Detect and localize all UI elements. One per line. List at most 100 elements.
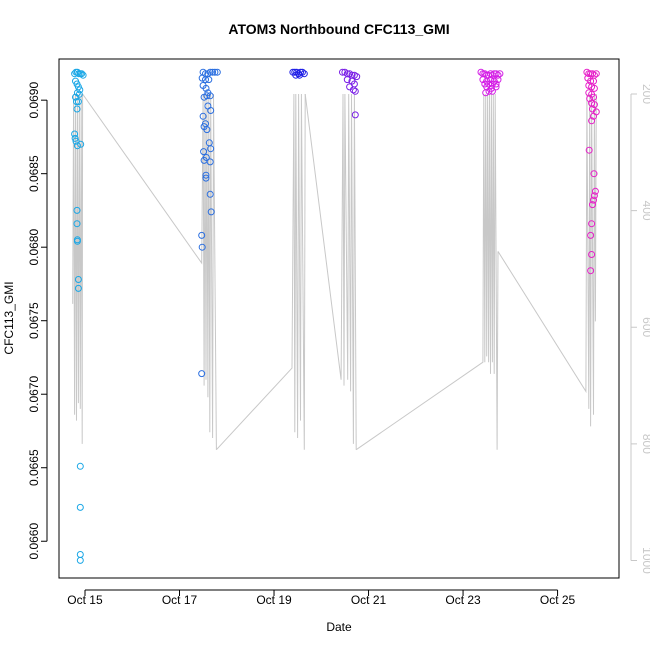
data-point-s2-30 — [202, 174, 210, 182]
data-point-s5-10 — [494, 71, 502, 79]
pressure-line-3 — [216, 93, 306, 451]
right-tick-label-4: 800 — [640, 434, 650, 454]
data-point-s1-24 — [73, 220, 81, 228]
data-point-s1-14 — [74, 98, 82, 106]
data-point-s6-23 — [585, 146, 593, 154]
plot-frame — [58, 58, 620, 579]
data-point-s5-24 — [482, 89, 490, 97]
x-tick-label-4: Oct 21 — [351, 593, 387, 607]
data-point-s4-14 — [351, 111, 359, 119]
data-point-s5-1 — [477, 68, 485, 76]
pressure-lines — [72, 59, 597, 451]
data-point-s2-33 — [198, 231, 206, 239]
data-point-s2-29 — [202, 171, 210, 179]
data-point-s2-10 — [205, 76, 213, 84]
data-point-s6-28 — [589, 201, 596, 209]
data-point-s6-29 — [588, 220, 596, 228]
y-tick-label-1: 0.0660 — [27, 523, 41, 560]
data-point-s1-21 — [73, 142, 81, 150]
data-point-s2-28 — [200, 156, 208, 164]
data-point-s1-32 — [76, 556, 84, 564]
data-point-s6-22 — [588, 117, 596, 125]
y-tick-label-3: 0.0670 — [27, 376, 41, 413]
data-point-s1-19 — [71, 134, 79, 142]
x-tick-label-6: Oct 25 — [540, 593, 576, 607]
data-point-s1-16 — [73, 98, 80, 106]
data-point-s2-8 — [198, 74, 206, 82]
data-point-s1-7 — [79, 71, 87, 79]
data-point-s2-9 — [202, 76, 209, 84]
data-point-s6-30 — [587, 231, 595, 239]
data-point-s4-12 — [349, 86, 357, 94]
y-tick-label-7: 0.0690 — [27, 82, 41, 119]
data-point-s5-12 — [479, 76, 487, 84]
data-point-s6-6 — [592, 70, 600, 78]
right-tick-label-2: 400 — [640, 201, 650, 221]
data-point-s1-22 — [77, 140, 85, 148]
data-point-s1-28 — [74, 284, 82, 292]
data-point-s6-4 — [589, 70, 596, 78]
data-point-s2-25 — [200, 148, 208, 156]
data-point-s1-26 — [73, 237, 81, 245]
data-point-s1-6 — [78, 70, 86, 78]
x-tick-label-1: Oct 15 — [67, 593, 103, 607]
data-point-s2-4 — [206, 68, 214, 76]
data-point-s2-19 — [199, 112, 207, 120]
pressure-line-1 — [72, 93, 84, 444]
data-point-s4-7 — [353, 73, 361, 81]
data-point-s2-6 — [211, 68, 219, 76]
data-point-s5-14 — [487, 76, 494, 84]
data-point-s5-26 — [488, 87, 496, 95]
data-point-s1-23 — [73, 206, 81, 214]
data-point-s1-31 — [76, 551, 84, 558]
data-point-s1-15 — [75, 90, 83, 98]
data-point-s6-15 — [586, 95, 594, 103]
data-point-s3-7 — [300, 70, 308, 78]
data-point-s1-18 — [71, 130, 79, 138]
axes: Oct 15 Oct 17 Oct 19 Oct 21 Oct 23 Oct 25 0.06… — [27, 82, 650, 607]
right-tick-label-3: 600 — [640, 317, 650, 337]
data-point-s2-7 — [213, 68, 221, 76]
data-point-s5-20 — [492, 80, 500, 88]
y-tick-label-4: 0.0675 — [27, 302, 41, 339]
x-axis-label: Date — [326, 620, 352, 634]
data-point-s1-27 — [74, 276, 82, 283]
pressure-line-5 — [355, 93, 499, 451]
data-point-s6-1 — [583, 68, 591, 76]
right-tick-label-5: 1000 — [640, 547, 650, 574]
data-point-s2-18 — [207, 107, 215, 114]
data-point-s6-25 — [591, 187, 599, 195]
pressure-line-4 — [304, 93, 357, 450]
data-point-s2-12 — [202, 84, 210, 92]
data-point-s2-31 — [206, 190, 214, 198]
data-point-s4-8 — [343, 76, 351, 84]
data-point-s6-18 — [590, 101, 598, 109]
y-tick-label-5: 0.0680 — [27, 229, 41, 266]
chart-title: ATOM3 Northbound CFC113_GMI — [228, 21, 449, 37]
data-point-s4-1 — [339, 68, 346, 76]
data-point-s6-27 — [590, 196, 597, 204]
data-point-s1-12 — [73, 89, 81, 97]
data-point-s2-32 — [207, 208, 215, 216]
data-point-s1-17 — [73, 105, 81, 113]
data-point-s6-5 — [590, 71, 598, 79]
data-point-s3-9 — [296, 71, 303, 79]
data-point-s2-22 — [203, 126, 211, 134]
pressure-line-2 — [82, 93, 217, 450]
data-points — [71, 68, 600, 564]
x-tick-label-5: Oct 23 — [445, 593, 481, 607]
data-point-s2-35 — [198, 370, 206, 378]
data-point-s2-34 — [198, 243, 206, 251]
y-tick-label-2: 0.0665 — [27, 449, 41, 486]
pressure-connector — [101, 59, 103, 60]
data-point-s6-24 — [590, 170, 598, 178]
data-point-s4-13 — [351, 87, 359, 95]
right-tick-label-1: 200 — [640, 84, 650, 104]
y-tick-label-6: 0.0685 — [27, 155, 41, 192]
data-point-s6-31 — [588, 251, 596, 258]
pressure-line-6 — [497, 93, 597, 427]
data-point-s2-16 — [200, 93, 208, 101]
x-tick-label-3: Oct 19 — [256, 593, 292, 607]
data-point-s6-12 — [590, 84, 598, 92]
